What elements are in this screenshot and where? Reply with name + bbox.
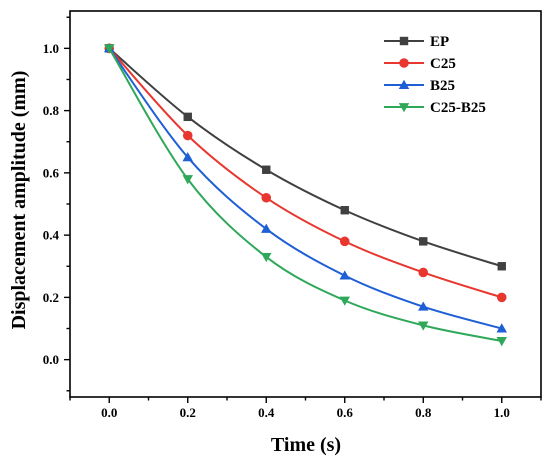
data-point-b25 xyxy=(418,301,429,311)
x-tick-label: 0.4 xyxy=(258,405,275,420)
legend: EP C25 B25 C25-B25 xyxy=(384,34,486,116)
data-point-b25 xyxy=(261,223,272,233)
legend-marker-c25-b25 xyxy=(398,103,410,113)
legend-marker-c25 xyxy=(399,58,409,68)
data-point-c25 xyxy=(182,130,193,141)
y-tick-label: 0.8 xyxy=(43,103,60,118)
x-tick-label: 0.6 xyxy=(337,405,354,420)
x-tick-label: 0.2 xyxy=(180,405,196,420)
data-point-b25 xyxy=(496,323,507,333)
series-line-ep xyxy=(108,47,503,268)
legend-label-c25-b25: C25-B25 xyxy=(430,100,486,116)
series-line-b25 xyxy=(108,47,503,330)
data-point-c25-b25 xyxy=(104,44,115,54)
x-axis: 0.0 0.2 0.4 0.6 0.8 1.0 xyxy=(69,397,542,420)
data-point-ep xyxy=(419,237,428,246)
data-point-ep xyxy=(497,262,506,271)
data-point-c25-b25 xyxy=(418,321,429,331)
legend-label-ep: EP xyxy=(430,34,449,50)
data-point-c25 xyxy=(339,236,350,247)
x-axis-title: Time (s) xyxy=(271,434,341,456)
y-tick-label: 0.4 xyxy=(43,228,60,243)
data-point-c25-b25 xyxy=(496,337,507,347)
data-point-ep xyxy=(183,112,192,122)
data-point-ep xyxy=(262,165,271,174)
x-tick-label: 0.0 xyxy=(101,405,117,420)
legend-marker-ep xyxy=(399,36,409,46)
series-line-c25 xyxy=(108,47,503,299)
series-c25-b25 xyxy=(104,44,507,347)
legend-item-c25-b25: C25-B25 xyxy=(384,100,486,116)
y-tick-label: 0.0 xyxy=(43,352,59,367)
data-point-b25 xyxy=(182,152,193,162)
x-tick-label: 0.8 xyxy=(415,405,432,420)
y-tick-label: 0.6 xyxy=(43,165,60,180)
plot-border xyxy=(69,10,542,398)
legend-item-c25: C25 xyxy=(384,56,456,72)
y-tick-label: 1.0 xyxy=(43,41,59,56)
x-tick-label: 1.0 xyxy=(494,405,510,420)
data-point-c25-b25 xyxy=(261,252,272,263)
data-point-c25 xyxy=(496,292,507,303)
legend-item-ep: EP xyxy=(384,34,449,50)
data-point-c25 xyxy=(261,192,272,203)
data-point-c25-b25 xyxy=(182,175,193,185)
plot-frame xyxy=(69,10,542,398)
data-point-c25 xyxy=(418,267,429,278)
legend-item-b25: B25 xyxy=(384,78,455,94)
legend-label-b25: B25 xyxy=(430,78,455,94)
data-point-ep xyxy=(340,206,349,215)
series-layer xyxy=(104,43,507,347)
y-axis-title: Displacement amplitude (mm) xyxy=(8,71,30,330)
legend-label-c25: C25 xyxy=(430,56,456,72)
y-tick-label: 0.2 xyxy=(43,290,59,305)
data-point-b25 xyxy=(339,270,350,280)
y-axis: 0.0 0.2 0.4 0.6 0.8 1.0 xyxy=(43,16,70,392)
data-point-c25-b25 xyxy=(339,296,350,306)
legend-marker-b25 xyxy=(398,79,410,89)
